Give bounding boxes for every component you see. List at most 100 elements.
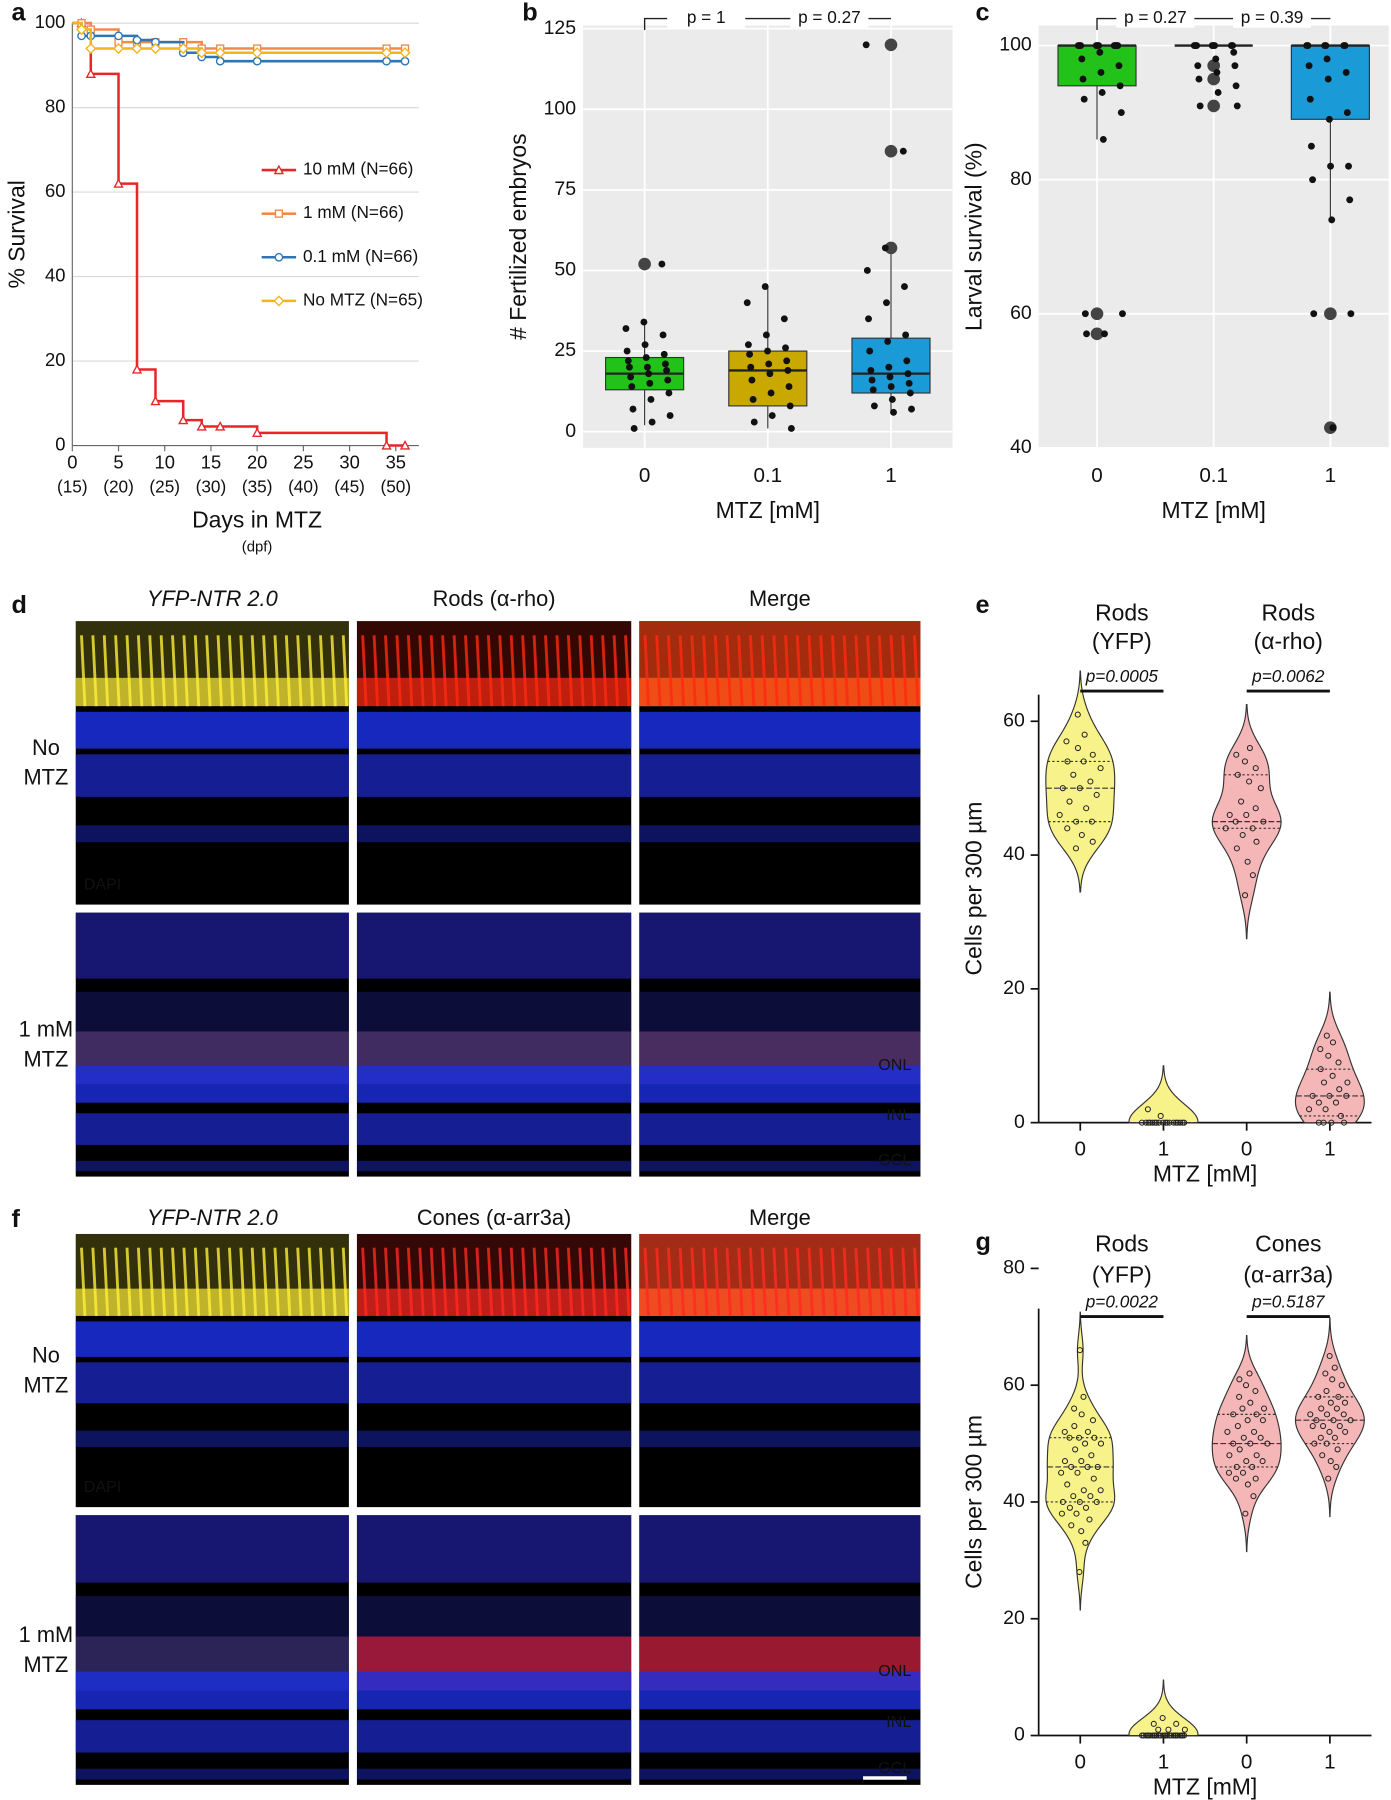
x-tick-sublabel: (20) [103,477,134,497]
point [1076,1568,1083,1576]
point [1149,1119,1156,1126]
cell-process [395,635,402,707]
point [1259,1458,1266,1465]
point [1329,1376,1336,1383]
cell-process [330,1247,337,1316]
point [1093,1498,1100,1506]
cell-process [678,1247,686,1316]
marker [382,56,391,66]
point [863,267,871,274]
point [1323,55,1331,63]
point [1086,1516,1093,1523]
cell-process [464,1247,471,1316]
y-tick-label: 125 [544,17,577,39]
p-value: p=0.5187 [1251,1291,1326,1311]
cell-process [307,635,314,707]
point [622,325,630,332]
point [1347,1417,1354,1424]
cell-process [148,635,155,707]
cell-process [749,1247,756,1316]
point [1080,1393,1087,1400]
tissue-layer [356,1065,632,1103]
micrograph [639,1515,921,1785]
violin [1045,1311,1116,1611]
cell-process [877,1247,885,1316]
cell-process [418,635,425,707]
micrograph [639,1233,921,1508]
tissue-layer [356,1430,632,1448]
point [787,425,795,432]
point [1078,1458,1085,1465]
point [641,341,649,349]
tissue-layer [356,621,632,678]
point [1101,330,1108,338]
violin [1128,1065,1199,1124]
p-value: p = 0.27 [798,7,861,27]
cell-process [125,1247,132,1316]
point [782,344,789,352]
cell-process [749,635,756,707]
point [1306,95,1314,103]
label-bg [790,9,869,28]
point [1078,55,1086,63]
point [1324,75,1332,83]
point [1089,1417,1097,1424]
cell-process [372,635,379,707]
point [1336,1423,1343,1430]
micrograph [75,912,349,1177]
point [1110,42,1118,50]
cell-process [624,635,631,707]
point [1061,1428,1068,1435]
x-axis-sublabel: (dpf) [242,540,273,556]
point [1236,1446,1243,1453]
tissue-layer [356,1160,632,1172]
tissue-layer [639,1288,921,1316]
point [1249,825,1256,832]
x-tick-sublabel: (50) [381,477,412,497]
point [784,366,792,374]
point [1343,1092,1350,1099]
point [1087,778,1094,785]
cell-process [544,1247,551,1316]
y-tick-label: 100 [35,11,66,32]
x-tick-label: 0 [1075,1751,1086,1774]
point [1074,745,1081,752]
cell-process [429,635,437,707]
cell-process [889,635,896,707]
point [1079,75,1087,83]
cell-process [239,1247,246,1316]
point [1309,1092,1316,1099]
label-bg [1233,9,1312,28]
x-axis-label: MTZ [mM] [716,497,820,523]
tissue-layer [356,1720,632,1753]
y-tick-label: 25 [554,339,576,361]
tissue-layer [639,1233,921,1289]
box [1290,44,1370,120]
group-label: (YFP) [1092,1262,1152,1288]
point [1310,310,1318,318]
cell-process [148,1247,155,1316]
point [1327,162,1334,170]
point [1056,811,1063,818]
point [1346,196,1354,204]
x-tick-label: 35 [386,452,406,473]
legend-marker [273,164,285,175]
x-tick-sublabel: (35) [242,477,273,497]
point [890,408,897,416]
point [1311,1440,1318,1447]
legend-marker [274,252,284,262]
cell-process [307,1247,314,1316]
tissue-layer [75,1113,349,1145]
cell-process [136,635,144,707]
point [886,373,894,381]
point [1099,135,1107,143]
point [1326,1428,1333,1435]
point [1253,1411,1260,1418]
micrograph [356,621,632,905]
x-tick-label: 30 [339,452,359,473]
point [1257,1434,1264,1441]
point [1168,1732,1175,1739]
cell-process [842,635,850,707]
point [744,341,752,349]
cell-process [913,1247,920,1316]
